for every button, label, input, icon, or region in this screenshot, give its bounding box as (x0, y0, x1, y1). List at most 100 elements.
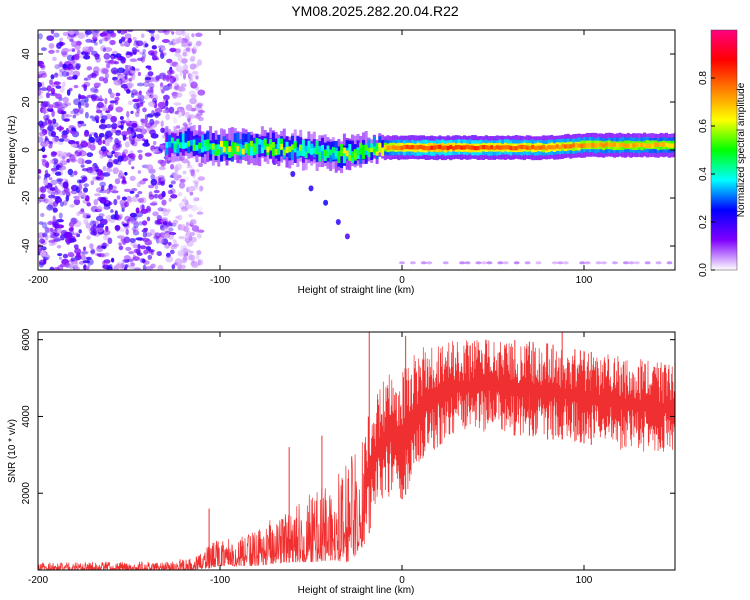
noise-blob (39, 238, 46, 244)
noise-blob (103, 243, 110, 248)
noise-blob (89, 243, 94, 249)
noise-blob (136, 40, 144, 47)
noise-blob (131, 166, 135, 170)
ridge-cell (501, 145, 505, 150)
noise-blob (165, 75, 170, 82)
noise-blob (112, 167, 119, 175)
noise-blob (100, 118, 106, 124)
noise-blob (107, 60, 116, 65)
noise-blob (182, 43, 188, 47)
noise-blob (52, 229, 57, 235)
noise-blob (68, 227, 74, 232)
noise-blob (146, 164, 154, 171)
ridge-cell (225, 148, 229, 155)
ridge-cell (195, 138, 199, 150)
ridge-cell (662, 142, 666, 147)
colorbar-tick-label: 0.0 (698, 263, 709, 277)
noise-blob (61, 47, 70, 53)
noise-blob (129, 238, 136, 243)
ridge-cell (342, 147, 346, 154)
noise-blob (188, 254, 193, 261)
noise-blob (90, 249, 95, 254)
top-x-axis-label: Height of straight line (km) (298, 285, 415, 296)
noise-blob (185, 221, 190, 227)
noise-blob (155, 75, 160, 81)
ridge-cell (528, 145, 532, 151)
y-tick-label: 0 (21, 147, 32, 153)
noise-blob (107, 237, 113, 245)
ridge-cell (321, 147, 324, 159)
noise-blob (65, 262, 70, 268)
noise-blob (143, 81, 150, 87)
noise-blob (175, 92, 183, 98)
noise-blob (142, 107, 147, 113)
noise-blob (170, 194, 178, 199)
noise-blob (192, 80, 197, 87)
noise-blob (189, 165, 195, 169)
noise-blob (171, 243, 180, 247)
noise-blob (163, 94, 170, 101)
noise-blob (132, 229, 139, 233)
noise-blob (120, 171, 124, 177)
ridge-cell (596, 142, 600, 147)
noise-blob (54, 191, 60, 196)
noise-blob (128, 251, 135, 255)
ridge-cell (367, 148, 371, 158)
noise-blob (95, 109, 103, 114)
noise-blob (157, 181, 162, 186)
ridge-cell (402, 145, 406, 150)
noise-blob (74, 266, 80, 270)
ridge-cell (665, 142, 668, 147)
noise-blob (111, 150, 115, 155)
noise-blob (180, 83, 187, 88)
noise-blob (102, 242, 107, 250)
noise-blob (170, 78, 174, 84)
y-tick-label: -20 (21, 190, 32, 205)
noise-blob (147, 254, 153, 260)
noise-blob (185, 114, 193, 119)
ridge-cell (569, 144, 573, 149)
noise-blob (160, 88, 166, 93)
noise-blob (171, 264, 176, 270)
noise-blob (44, 234, 49, 241)
noise-blob (120, 43, 125, 47)
noise-blob (135, 68, 140, 72)
noise-blob (125, 246, 132, 251)
snr-series-line (38, 339, 675, 570)
noise-blob (105, 124, 112, 129)
ridge-cell (503, 145, 507, 150)
noise-blob (43, 198, 49, 204)
noise-blob (38, 199, 41, 204)
noise-blob (76, 252, 81, 259)
ridge-cell (348, 144, 352, 156)
y-tick-label: 40 (21, 48, 32, 60)
noise-blob (161, 39, 170, 43)
ridge-cell (165, 143, 169, 155)
ridge-cell (367, 147, 371, 153)
ridge-cell (285, 147, 289, 153)
ridge-cell (640, 142, 644, 147)
noise-blob (86, 256, 92, 261)
noise-blob (175, 64, 180, 72)
noise-blob (150, 86, 154, 92)
noise-blob (93, 54, 101, 58)
noise-blob (126, 82, 135, 88)
noise-blob (198, 185, 203, 192)
noise-blob (58, 138, 65, 143)
ridge-cell (288, 146, 292, 159)
noise-blob (117, 67, 125, 74)
noise-blob (125, 52, 133, 56)
noise-blob (49, 227, 54, 232)
ridge-cell (629, 143, 633, 148)
noise-blob (55, 93, 62, 99)
noise-blob (50, 30, 55, 35)
noise-blob (502, 261, 509, 265)
ridge-cell (659, 142, 663, 147)
ridge-cell (165, 142, 169, 148)
noise-blob (150, 178, 157, 186)
ridge-cell (539, 145, 543, 150)
noise-blob (38, 120, 44, 127)
noise-blob (52, 200, 59, 207)
noise-blob (175, 76, 179, 81)
noise-blob (125, 65, 133, 71)
